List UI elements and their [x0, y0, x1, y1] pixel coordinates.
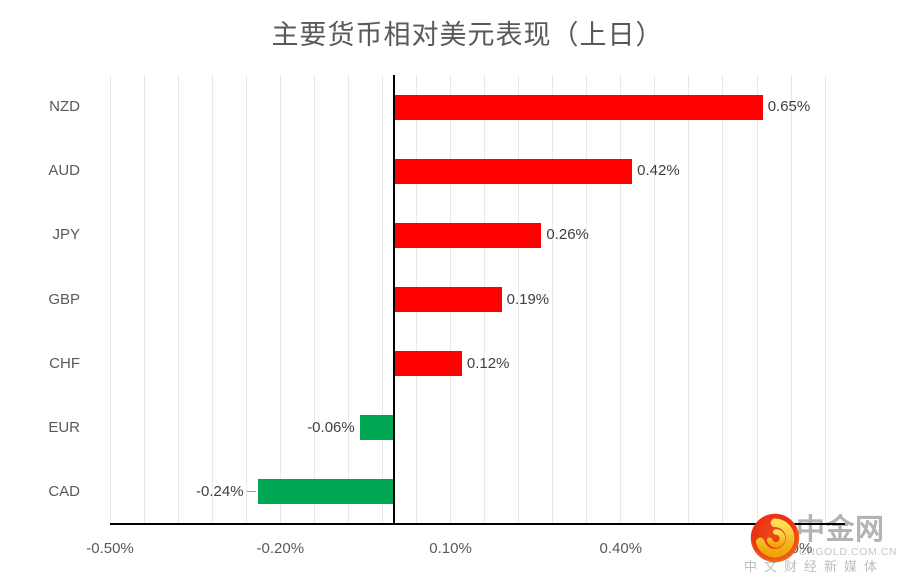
bar: [393, 351, 462, 377]
bar-value-label: -0.24%: [196, 482, 244, 500]
grid-line: [790, 75, 792, 524]
bar: [359, 415, 394, 441]
grid-line: [586, 75, 588, 524]
watermark-domain: CNGOLD.COM.CN: [799, 546, 898, 558]
grid-line: [245, 75, 247, 524]
bar: [393, 158, 633, 184]
bar-value-label: 0.42%: [637, 162, 680, 180]
grid-line: [518, 75, 520, 524]
zero-line: [393, 75, 395, 524]
cngold-logo-icon: [750, 513, 800, 563]
category-label: EUR: [48, 418, 80, 436]
grid-line: [381, 75, 383, 524]
x-tick-label: 0.40%: [599, 540, 643, 557]
grid-line: [347, 75, 349, 524]
bar-value-label: 0.65%: [767, 98, 811, 116]
grid-line: [143, 75, 145, 524]
grid-line: [756, 75, 758, 524]
grid-line: [824, 75, 826, 524]
chart-title: 主要货币相对美元表现（上日）: [271, 20, 664, 50]
grid-line: [552, 75, 554, 524]
grid-line: [313, 75, 315, 524]
leader-line: [246, 491, 256, 493]
bar-value-label: 0.12%: [466, 354, 510, 372]
category-label: GBP: [48, 290, 80, 308]
bar-value-label: 0.26%: [546, 226, 589, 244]
grid-line: [620, 75, 622, 524]
watermark-brand: 中金网: [796, 514, 885, 546]
bar-value-label: -0.06%: [307, 418, 355, 436]
category-label: JPY: [52, 226, 80, 244]
category-label: AUD: [48, 162, 80, 180]
x-tick-label: -0.20%: [256, 540, 305, 557]
grid-line: [688, 75, 690, 524]
bar: [393, 94, 763, 120]
grid-line: [109, 75, 111, 524]
grid-line: [722, 75, 724, 524]
bar: [393, 222, 542, 248]
watermark-tagline: 中文财经新媒体: [744, 559, 885, 574]
category-label: NZD: [49, 98, 80, 116]
category-label: CAD: [48, 482, 80, 500]
grid-line: [177, 75, 179, 524]
bar: [393, 287, 502, 312]
category-label: CHF: [49, 354, 80, 372]
bar-value-label: 0.19%: [506, 290, 550, 308]
x-tick-label: -0.50%: [86, 540, 134, 557]
x-axis-line: [110, 523, 845, 525]
grid-line: [279, 75, 281, 524]
x-tick-label: 0.10%: [429, 540, 472, 557]
bar: [257, 479, 394, 505]
grid-line: [654, 75, 656, 524]
grid-line: [211, 75, 213, 524]
